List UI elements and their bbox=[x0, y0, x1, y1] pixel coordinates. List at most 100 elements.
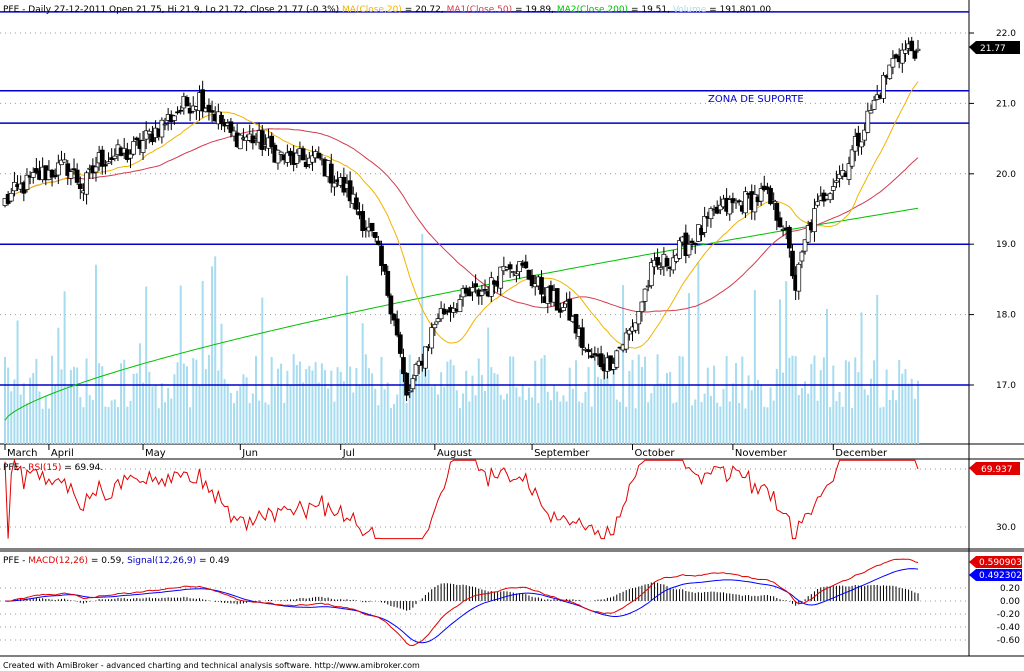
volume-bar bbox=[568, 367, 571, 444]
candlesticks bbox=[2, 36, 921, 402]
volume-bar bbox=[600, 378, 603, 444]
price-axis-label: 19.0 bbox=[996, 240, 1016, 250]
volume-bar bbox=[706, 367, 709, 444]
volume-bar bbox=[399, 369, 402, 444]
candle-body bbox=[539, 277, 544, 295]
month-label: Jun bbox=[241, 448, 258, 459]
volume-bar bbox=[662, 383, 665, 444]
volume-bar bbox=[251, 393, 254, 444]
volume-bar bbox=[493, 373, 496, 444]
volume-bar bbox=[211, 266, 214, 444]
volume-bar bbox=[207, 354, 210, 444]
volume-bar bbox=[120, 363, 123, 444]
candle-body bbox=[627, 329, 632, 335]
candle-body bbox=[473, 283, 478, 288]
volume-bar bbox=[474, 395, 477, 444]
volume-bar bbox=[518, 396, 521, 444]
candle-body bbox=[586, 349, 591, 353]
volume-bar bbox=[371, 373, 374, 444]
volume-bar bbox=[829, 407, 832, 444]
candle-body bbox=[510, 271, 516, 273]
rsi-badge-arrow bbox=[969, 462, 976, 475]
macd-axis-label: 0.20 bbox=[1000, 584, 1020, 594]
candle-body bbox=[899, 49, 905, 64]
candle-body bbox=[856, 132, 861, 147]
candle-body bbox=[664, 257, 670, 267]
signal-line bbox=[4, 568, 919, 644]
volume-bar bbox=[788, 357, 791, 444]
volume-bar bbox=[132, 373, 135, 444]
volume-bar bbox=[826, 308, 829, 444]
volume-bar bbox=[496, 374, 499, 444]
volume-bar bbox=[810, 364, 813, 444]
month-label: August bbox=[437, 448, 472, 459]
candle-body bbox=[206, 104, 212, 113]
volume-bar bbox=[19, 394, 22, 444]
candle-body bbox=[310, 155, 315, 163]
volume-bar bbox=[847, 361, 850, 444]
volume-bar bbox=[267, 404, 270, 444]
volume-bar bbox=[562, 395, 565, 444]
volume-bar bbox=[835, 401, 838, 444]
candle-body bbox=[752, 194, 758, 213]
candle-body bbox=[435, 318, 441, 323]
volume-bar bbox=[678, 355, 681, 444]
price-badge bbox=[976, 41, 1020, 54]
volume-bar bbox=[813, 355, 816, 444]
volume-bar bbox=[772, 400, 775, 444]
candle-body bbox=[592, 353, 598, 356]
candle-body bbox=[376, 240, 381, 246]
candle-body bbox=[692, 242, 698, 245]
volume-bar bbox=[47, 408, 50, 444]
candle-body bbox=[655, 257, 660, 266]
volume-bar bbox=[502, 399, 505, 444]
volume-bar bbox=[691, 405, 694, 444]
volume-bar bbox=[386, 382, 389, 444]
price-axis-label: 21.0 bbox=[996, 99, 1016, 109]
candle-body bbox=[200, 89, 206, 112]
volume-bar bbox=[242, 374, 245, 444]
volume-bar bbox=[421, 233, 424, 444]
volume-bar bbox=[499, 394, 502, 444]
volume-bar bbox=[885, 369, 888, 444]
macd-badge bbox=[976, 556, 1022, 568]
volume-bar bbox=[367, 368, 370, 444]
rsi-axis-label: 30.0 bbox=[996, 523, 1016, 533]
volume-bar bbox=[797, 395, 800, 444]
ma20-line bbox=[4, 81, 919, 349]
volume-bar bbox=[487, 327, 490, 444]
candle-body bbox=[812, 208, 817, 233]
price-axis-label: 17.0 bbox=[996, 381, 1016, 391]
volume-bar bbox=[73, 366, 76, 444]
volume-bar bbox=[766, 407, 769, 444]
volume-bar bbox=[785, 281, 788, 444]
candle-body bbox=[677, 240, 682, 259]
volume-bar bbox=[82, 407, 85, 444]
volume-bar bbox=[863, 389, 866, 444]
candle-body bbox=[65, 163, 71, 176]
candle-body bbox=[639, 301, 645, 313]
volume-bar bbox=[876, 294, 879, 444]
volume-bar bbox=[393, 403, 396, 444]
candle-body bbox=[423, 346, 428, 369]
volume-bar bbox=[339, 371, 342, 444]
volume-bar bbox=[527, 387, 530, 444]
volume-bar bbox=[226, 383, 229, 444]
volume-bar bbox=[857, 372, 860, 444]
volume-bar bbox=[236, 390, 239, 444]
volume-bar bbox=[882, 406, 885, 444]
candle-body bbox=[112, 155, 118, 159]
price-axis-label: 20.0 bbox=[996, 170, 1016, 180]
volume-bar bbox=[449, 359, 452, 444]
volume-bar bbox=[901, 373, 904, 444]
volume-bar bbox=[214, 256, 217, 444]
candle-body bbox=[589, 355, 595, 358]
candle-body bbox=[140, 140, 146, 153]
candle-body bbox=[354, 197, 359, 210]
candle-body bbox=[658, 267, 664, 270]
price-badge-text: 21.77 bbox=[980, 44, 1006, 54]
candle-body bbox=[175, 111, 180, 114]
candle-body bbox=[743, 191, 748, 214]
volume-bar bbox=[295, 365, 298, 444]
candle-body bbox=[178, 109, 184, 112]
